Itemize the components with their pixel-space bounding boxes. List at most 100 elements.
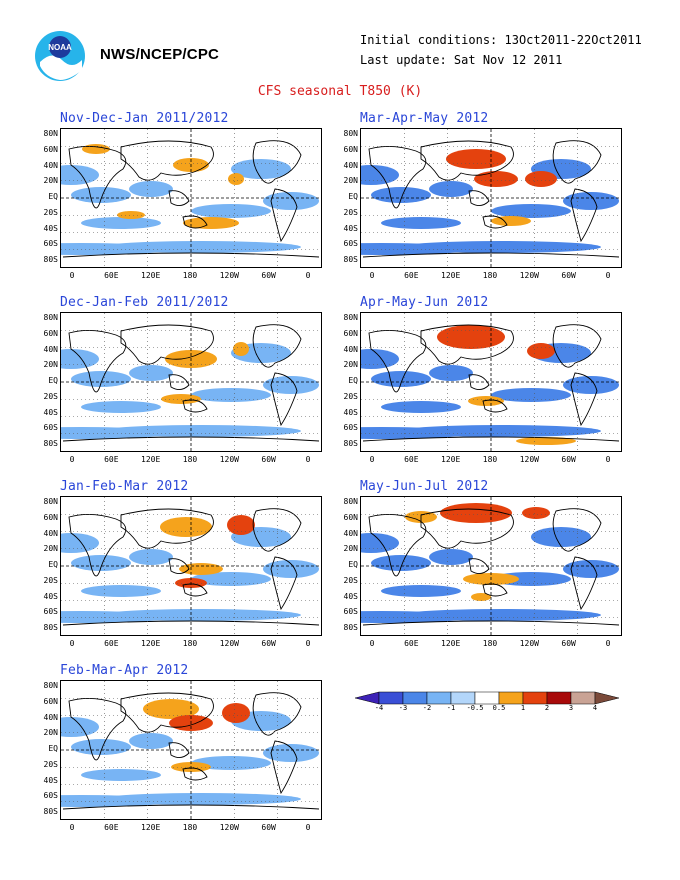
coastline: [252, 508, 302, 552]
lat-tick-label: 80S: [43, 255, 58, 264]
coastline: [182, 215, 208, 229]
cold-anomaly-area: [361, 349, 399, 369]
lon-tick-label: 180: [182, 823, 198, 832]
coastline: [182, 767, 208, 781]
lon-tick-label: 60E: [404, 639, 419, 648]
coastline: [420, 508, 514, 549]
lon-tick-label: 0: [605, 455, 611, 464]
lon-tick-label: 60E: [104, 823, 119, 832]
coastline: [62, 436, 320, 442]
cold-anomaly-area: [429, 181, 473, 197]
coastline: [68, 514, 127, 577]
lat-tick-label: 20S: [43, 759, 58, 769]
lat-tick-label: 40S: [43, 775, 58, 785]
agency-label: NWS/NCEP/CPC: [100, 46, 220, 63]
lon-tick-label: 120E: [141, 271, 161, 280]
lat-tick-label: 60N: [43, 512, 58, 522]
coastline: [362, 620, 620, 626]
coastline: [420, 140, 514, 181]
lat-tick-label: EQ: [48, 560, 58, 569]
coastline: [468, 190, 490, 206]
coastline: [270, 556, 298, 611]
warm-anomaly-area: [516, 437, 576, 445]
colorbar-tick-label: -1: [446, 704, 456, 712]
lon-tick-label: 0: [369, 271, 375, 280]
colorbar-tick-label: 4: [592, 704, 598, 712]
coastline: [252, 324, 302, 368]
lat-tick-label: 20S: [343, 391, 358, 401]
cold-anomaly-area: [361, 165, 399, 185]
anomaly-map: [360, 312, 622, 452]
lat-tick-label: 80S: [343, 439, 358, 448]
lat-tick-label: EQ: [348, 376, 358, 385]
coastline: [62, 804, 320, 810]
lon-tick-label: 0: [305, 823, 311, 832]
lon-tick-label: 60W: [261, 271, 276, 280]
cold-anomaly-area: [263, 192, 319, 210]
lat-tick-label: 20N: [343, 360, 358, 370]
lat-tick-label: EQ: [48, 192, 58, 201]
lat-tick-label: 20N: [343, 544, 358, 554]
lat-tick-label: 80S: [43, 623, 58, 632]
cold-anomaly-area: [129, 733, 173, 749]
lat-tick-label: 20S: [43, 391, 58, 401]
colorbar-swatch: [498, 691, 524, 705]
lon-tick-label: 180: [182, 455, 198, 464]
lon-tick-label: 60W: [261, 823, 276, 832]
cold-anomaly-area: [381, 401, 461, 413]
panel-title: Nov-Dec-Jan 2011/2012: [60, 111, 229, 126]
lon-tick-label: 0: [305, 271, 311, 280]
coastline: [68, 330, 127, 393]
lon-tick-label: 180: [182, 639, 198, 648]
coastline: [468, 558, 490, 574]
colorbar-swatch: [546, 691, 572, 705]
cold-anomaly-area: [491, 388, 571, 402]
coastline: [120, 508, 214, 549]
coastline: [168, 742, 190, 758]
cold-anomaly-area: [101, 609, 301, 621]
last-update-text: Last update: Sat Nov 12 2011: [360, 53, 563, 67]
coastline: [552, 508, 602, 552]
lon-tick-label: 120E: [141, 823, 161, 832]
lon-tick-label: 120E: [441, 271, 461, 280]
lat-tick-label: 60S: [343, 423, 358, 433]
lat-tick-label: 80S: [43, 807, 58, 816]
cold-anomaly-area: [61, 349, 99, 369]
lon-tick-label: 60W: [561, 455, 576, 464]
warm-anomaly-area: [468, 396, 504, 406]
warm-anomaly-area: [143, 699, 199, 719]
cold-anomaly-area: [101, 425, 301, 437]
colorbar-swatch: [570, 691, 596, 705]
cold-anomaly-area: [71, 371, 131, 387]
lon-tick-label: 0: [605, 639, 611, 648]
cold-anomaly-area: [81, 769, 161, 781]
coastline: [368, 146, 427, 209]
warm-anomaly-area: [179, 563, 223, 575]
lat-tick-label: 40N: [43, 344, 58, 354]
lat-tick-label: 20S: [343, 575, 358, 585]
warm-anomaly-area: [82, 144, 110, 154]
lat-tick-label: 20S: [343, 207, 358, 217]
colorbar-swatches: [354, 691, 620, 705]
lon-tick-label: 0: [69, 455, 75, 464]
cold-anomaly-area: [71, 187, 131, 203]
colorbar-tick-label: 0.5: [492, 704, 506, 712]
panel-title: Apr-May-Jun 2012: [360, 295, 489, 310]
panel-title: Mar-Apr-May 2012: [360, 111, 489, 126]
cold-anomaly-area: [371, 555, 431, 571]
warm-anomaly-area: [228, 173, 244, 185]
cold-anomaly-area: [81, 217, 161, 229]
coastline: [120, 692, 214, 733]
colorbar: -4 -3 -2 -1 -0.5 0.5 1 2 3 4: [354, 690, 630, 712]
colorbar-tick-label: -3: [398, 704, 408, 712]
anomaly-map: [60, 680, 322, 820]
lon-tick-label: 120W: [219, 271, 239, 280]
cold-anomaly-area: [129, 549, 173, 565]
cold-anomaly-area: [263, 376, 319, 394]
lat-tick-label: 40N: [343, 160, 358, 170]
cold-anomaly-area: [71, 555, 131, 571]
lon-tick-label: 120W: [219, 823, 239, 832]
lat-tick-label: 80N: [343, 129, 358, 138]
lat-tick-label: 40N: [343, 528, 358, 538]
lat-tick-label: EQ: [348, 560, 358, 569]
